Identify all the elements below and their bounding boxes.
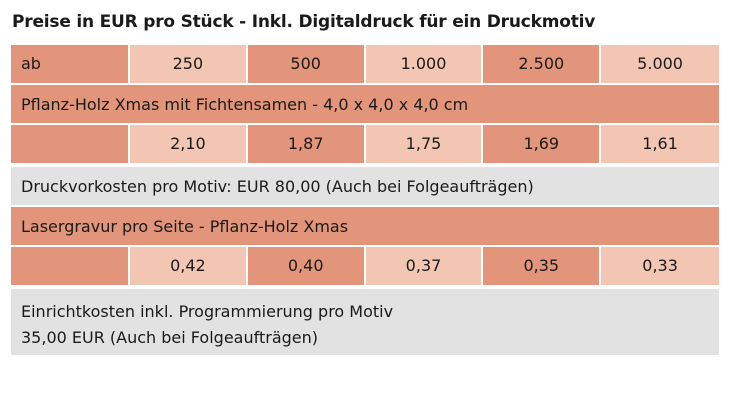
price-cell: 0,37 <box>365 247 484 285</box>
price-cell: 1,61 <box>601 125 719 163</box>
price-cell: 1,87 <box>247 125 366 163</box>
quantity-cell: 250 <box>130 45 248 83</box>
product-price-row: 2,10 1,87 1,75 1,69 1,61 <box>11 125 719 165</box>
price-cell: 1,69 <box>483 125 602 163</box>
product-name-row: Pflanz-Holz Xmas mit Fichtensamen - 4,0 … <box>11 85 719 125</box>
engraving-price-row: 0,42 0,40 0,37 0,35 0,33 <box>11 247 719 287</box>
setup-cost-row: Druckvorkosten pro Motiv: EUR 80,00 (Auc… <box>11 167 719 207</box>
empty-cell <box>11 125 130 163</box>
quantity-cell: 5.000 <box>601 45 719 83</box>
engraving-name-row: Lasergravur pro Seite - Pflanz-Holz Xmas <box>11 207 719 247</box>
setup-note-line2: 35,00 EUR (Auch bei Folgeaufträgen) <box>21 328 318 347</box>
price-cell: 1,75 <box>365 125 484 163</box>
from-label: ab <box>11 45 130 83</box>
setup-note-line1: Einrichtkosten inkl. Programmierung pro … <box>21 302 394 321</box>
price-table-title: Preise in EUR pro Stück - Inkl. Digitald… <box>12 12 596 32</box>
price-cell: 0,35 <box>483 247 602 285</box>
quantity-header-row: ab 250 500 1.000 2.500 5.000 <box>11 45 719 85</box>
setup-note: Einrichtkosten inkl. Programmierung pro … <box>11 289 719 355</box>
price-cell: 0,42 <box>130 247 248 285</box>
price-cell: 0,33 <box>601 247 719 285</box>
quantity-cell: 500 <box>247 45 366 83</box>
price-table: ab 250 500 1.000 2.500 5.000 Pflanz-Holz… <box>11 45 719 355</box>
quantity-cell: 1.000 <box>365 45 484 83</box>
price-cell: 2,10 <box>130 125 248 163</box>
empty-cell <box>11 247 130 285</box>
price-cell: 0,40 <box>247 247 366 285</box>
quantity-cell: 2.500 <box>483 45 602 83</box>
